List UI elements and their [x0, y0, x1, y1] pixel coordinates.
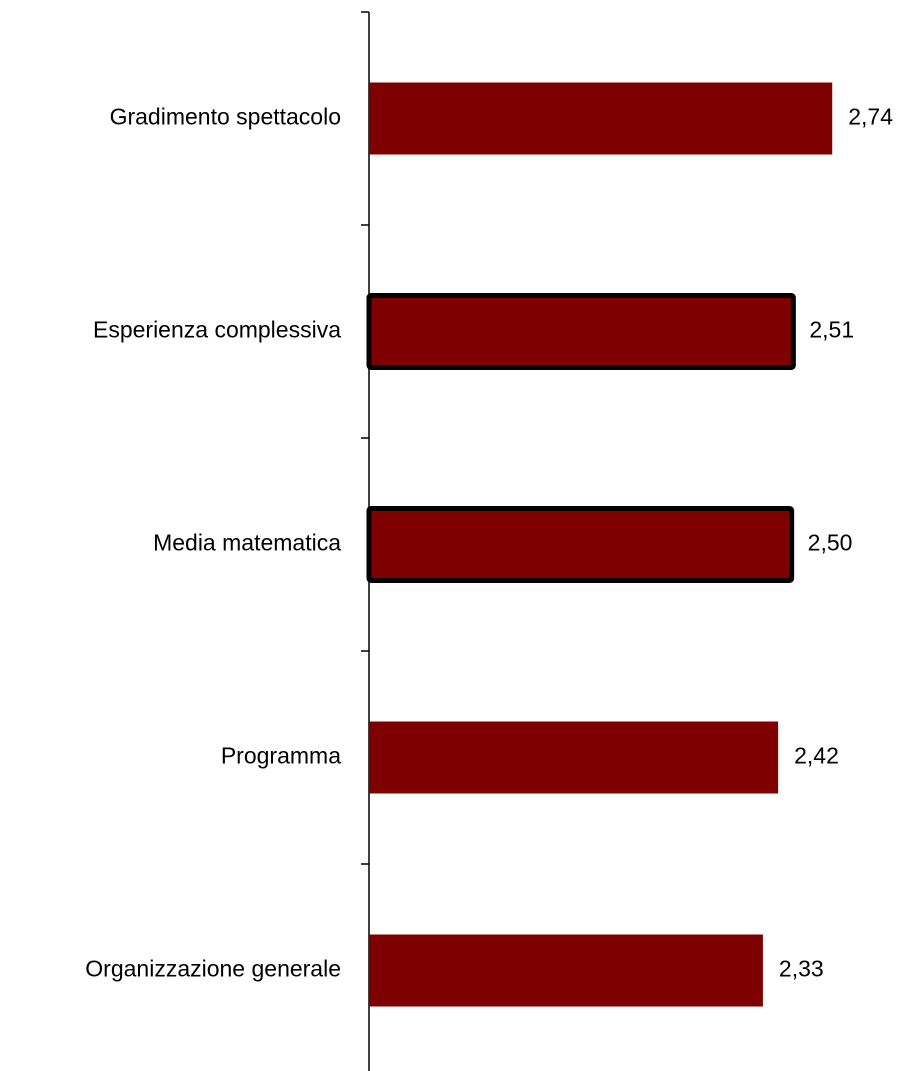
category-label: Esperienza complessiva: [93, 317, 341, 343]
bar: [366, 506, 795, 583]
category-label: Media matematica: [153, 530, 341, 556]
value-label: 2,33: [779, 956, 824, 982]
value-label: 2,51: [809, 317, 854, 343]
bar: [369, 82, 833, 155]
bar: [369, 934, 763, 1007]
bar: [366, 293, 796, 370]
value-label: 2,42: [794, 743, 839, 769]
category-label: Organizzazione generale: [85, 956, 341, 982]
bar: [369, 721, 779, 794]
category-label: Programma: [221, 743, 341, 769]
value-label: 2,50: [808, 530, 853, 556]
category-label: Gradimento spettacolo: [110, 104, 341, 130]
value-label: 2,74: [848, 104, 893, 130]
